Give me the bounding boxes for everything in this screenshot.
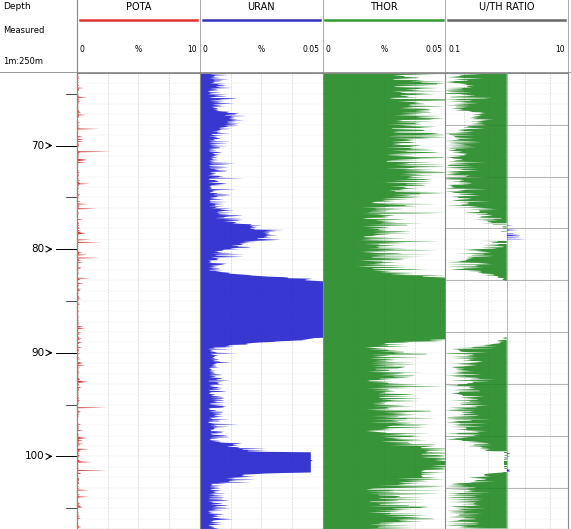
Text: %: % [380, 45, 388, 54]
Text: Depth: Depth [3, 2, 30, 11]
Text: %: % [135, 45, 142, 54]
Text: 100: 100 [25, 451, 45, 461]
Text: Measured: Measured [3, 25, 44, 34]
Text: 90: 90 [31, 348, 45, 358]
Text: 10: 10 [187, 45, 197, 54]
Text: 0.05: 0.05 [425, 45, 443, 54]
Text: THOR: THOR [370, 2, 398, 12]
Text: POTA: POTA [126, 2, 151, 12]
Text: 0.05: 0.05 [303, 45, 320, 54]
Text: 80: 80 [31, 244, 45, 254]
Text: 0: 0 [325, 45, 331, 54]
Text: 0: 0 [80, 45, 85, 54]
Text: 0: 0 [203, 45, 208, 54]
Text: U/TH RATIO: U/TH RATIO [479, 2, 534, 12]
Text: URAN: URAN [247, 2, 275, 12]
Text: %: % [258, 45, 265, 54]
Text: 10: 10 [556, 45, 565, 54]
Text: 70: 70 [31, 141, 45, 151]
Text: 0.1: 0.1 [448, 45, 460, 54]
Text: 1m:250m: 1m:250m [3, 57, 43, 66]
